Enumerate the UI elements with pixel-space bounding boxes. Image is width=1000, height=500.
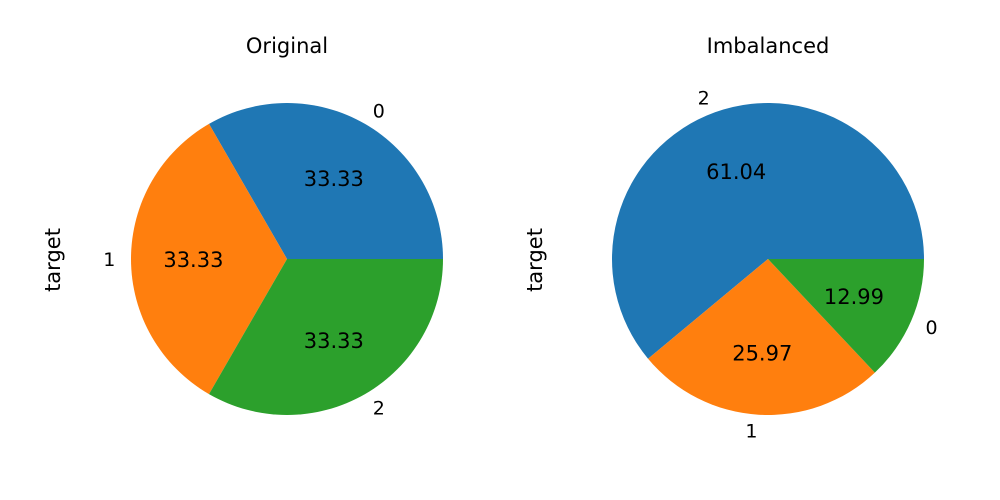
pie-labels: 2 61.04 1 25.97 0 12.99 bbox=[698, 88, 938, 443]
pie-slice-0 bbox=[209, 102, 443, 260]
pie-chart-original: Original target 0 33.33 1 33.33 2 33.33 bbox=[41, 34, 443, 420]
pie-slice-0 bbox=[768, 259, 924, 373]
y-axis-label: target bbox=[41, 228, 65, 292]
category-label: 1 bbox=[103, 249, 115, 271]
category-label: 2 bbox=[373, 398, 385, 420]
chart-title: Original bbox=[246, 34, 328, 58]
category-label: 2 bbox=[698, 88, 710, 110]
pie-slice-2 bbox=[612, 103, 924, 359]
pie-chart-imbalanced: Imbalanced target 2 61.04 1 25.97 0 12.99 bbox=[523, 34, 938, 442]
percentage-label: 33.33 bbox=[163, 248, 223, 272]
pie-labels: 0 33.33 1 33.33 2 33.33 bbox=[103, 100, 385, 419]
y-axis-label: target bbox=[523, 228, 547, 292]
percentage-label: 61.04 bbox=[706, 160, 766, 184]
pie-slice-2 bbox=[209, 259, 443, 415]
category-label: 0 bbox=[373, 100, 385, 122]
percentage-label: 33.33 bbox=[304, 329, 364, 353]
percentage-label: 12.99 bbox=[824, 285, 884, 309]
pie-slices bbox=[612, 103, 924, 415]
pie-slice-1 bbox=[648, 259, 875, 415]
percentage-label: 25.97 bbox=[732, 341, 792, 365]
chart-title: Imbalanced bbox=[707, 34, 830, 58]
category-label: 1 bbox=[745, 420, 757, 442]
category-label: 0 bbox=[926, 317, 938, 339]
percentage-label: 33.33 bbox=[304, 167, 364, 191]
pie-slices bbox=[131, 102, 443, 415]
